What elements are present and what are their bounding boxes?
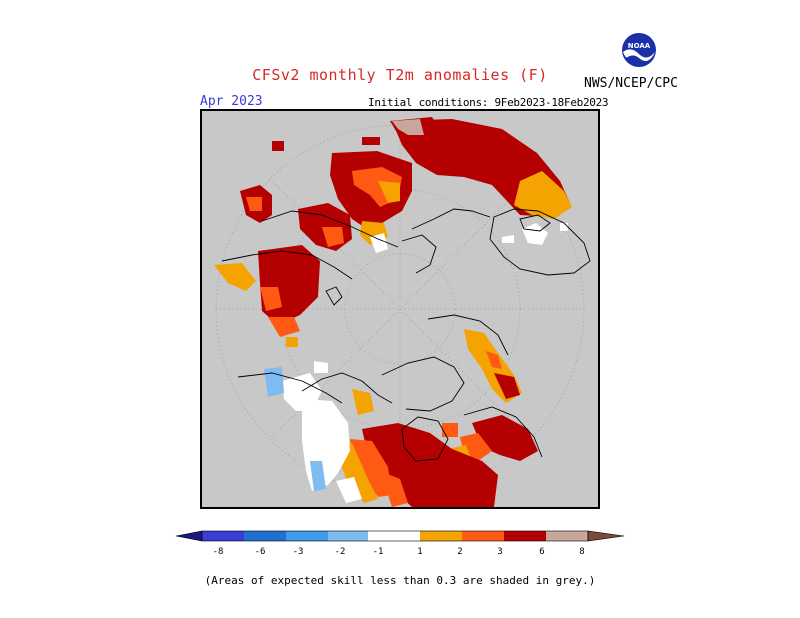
- noaa-logo: NOAA: [622, 33, 656, 67]
- initial-conditions: Initial conditions: 9Feb2023-18Feb2023: [368, 96, 609, 109]
- colorbar-label-2: 2: [457, 547, 462, 557]
- colorbar-label-m3: -3: [293, 547, 304, 557]
- polar-map: [200, 109, 600, 509]
- colorbar-label-m2: -2: [335, 547, 346, 557]
- colorbar-seg-m8-m6: [202, 531, 244, 541]
- colorbar-label-m6: -6: [255, 547, 266, 557]
- colorbar-seg-1-2: [420, 531, 462, 541]
- colorbar-arrow-left: [175, 530, 203, 542]
- asia-europe-anomalies: [240, 117, 572, 253]
- map-canvas: [202, 111, 598, 507]
- colorbar-seg-neutral: [368, 531, 420, 541]
- colorbar-seg-3-6: [504, 531, 546, 541]
- colorbar-label-6: 6: [539, 547, 544, 557]
- coastlines: [221, 208, 591, 462]
- colorbar-label-8: 8: [579, 547, 584, 557]
- colorbar-label-m8: -8: [213, 547, 224, 557]
- colorbar-label-m1: -1: [373, 547, 384, 557]
- colorbar: -8 -6 -3 -2 -1 1 2 3 6 8: [175, 530, 625, 557]
- colorbar-label-1: 1: [417, 547, 422, 557]
- forecast-month: Apr 2023: [200, 94, 263, 109]
- footnote: (Areas of expected skill less than 0.3 a…: [204, 574, 596, 587]
- colorbar-label-3: 3: [497, 547, 502, 557]
- colorbar-seg-m3-m2: [286, 531, 328, 541]
- agency-label: NWS/NCEP/CPC: [584, 76, 678, 91]
- map-title: CFSv2 monthly T2m anomalies (F): [252, 66, 548, 84]
- colorbar-seg-2-3: [462, 531, 504, 541]
- noaa-logo-text: NOAA: [628, 42, 651, 50]
- colorbar-arrow-right: [587, 530, 625, 542]
- colorbar-seg-m6-m3: [244, 531, 286, 541]
- colorbar-seg-m2-m1: [328, 531, 368, 541]
- colorbar-seg-6-8: [546, 531, 588, 541]
- alaska-westcoast-anomalies: [264, 361, 362, 503]
- siberia-anomalies: [214, 245, 320, 347]
